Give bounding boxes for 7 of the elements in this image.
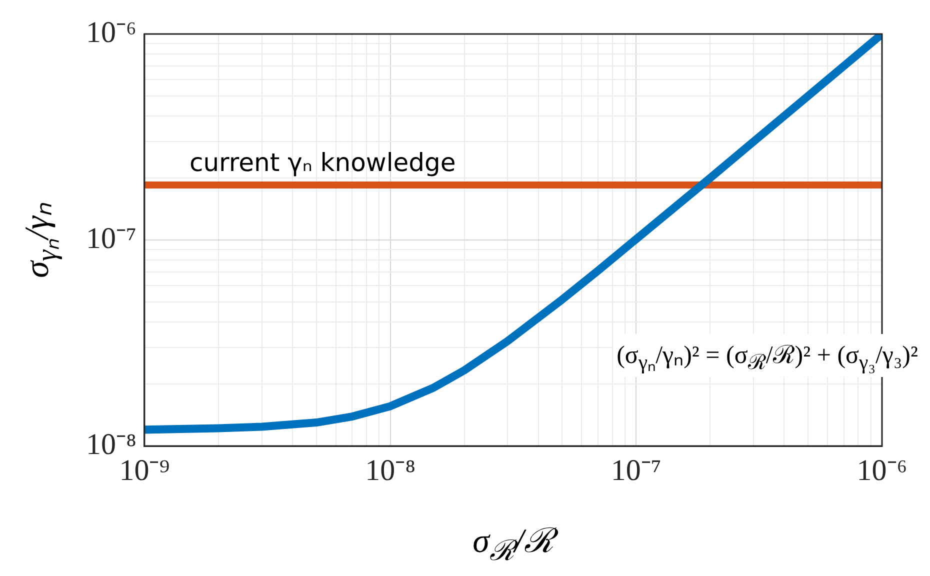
annotation: (σ$_{γₙ}$/γₙ)² = (σ$_{ℛ}$/ℛ)² + (σ$_{γ₃}$/γ₃)² bbox=[612, 334, 922, 377]
x-tick-label: 10⁻⁸ bbox=[365, 454, 416, 487]
x-tick-label: 10⁻⁷ bbox=[610, 454, 662, 487]
y-tick-label: 10⁻⁶ bbox=[86, 16, 136, 49]
ref-line-label: current γₙ knowledge bbox=[189, 148, 456, 177]
y-tick-label: 10⁻⁷ bbox=[86, 222, 136, 255]
x-tick-label: 10⁻⁶ bbox=[856, 454, 908, 487]
